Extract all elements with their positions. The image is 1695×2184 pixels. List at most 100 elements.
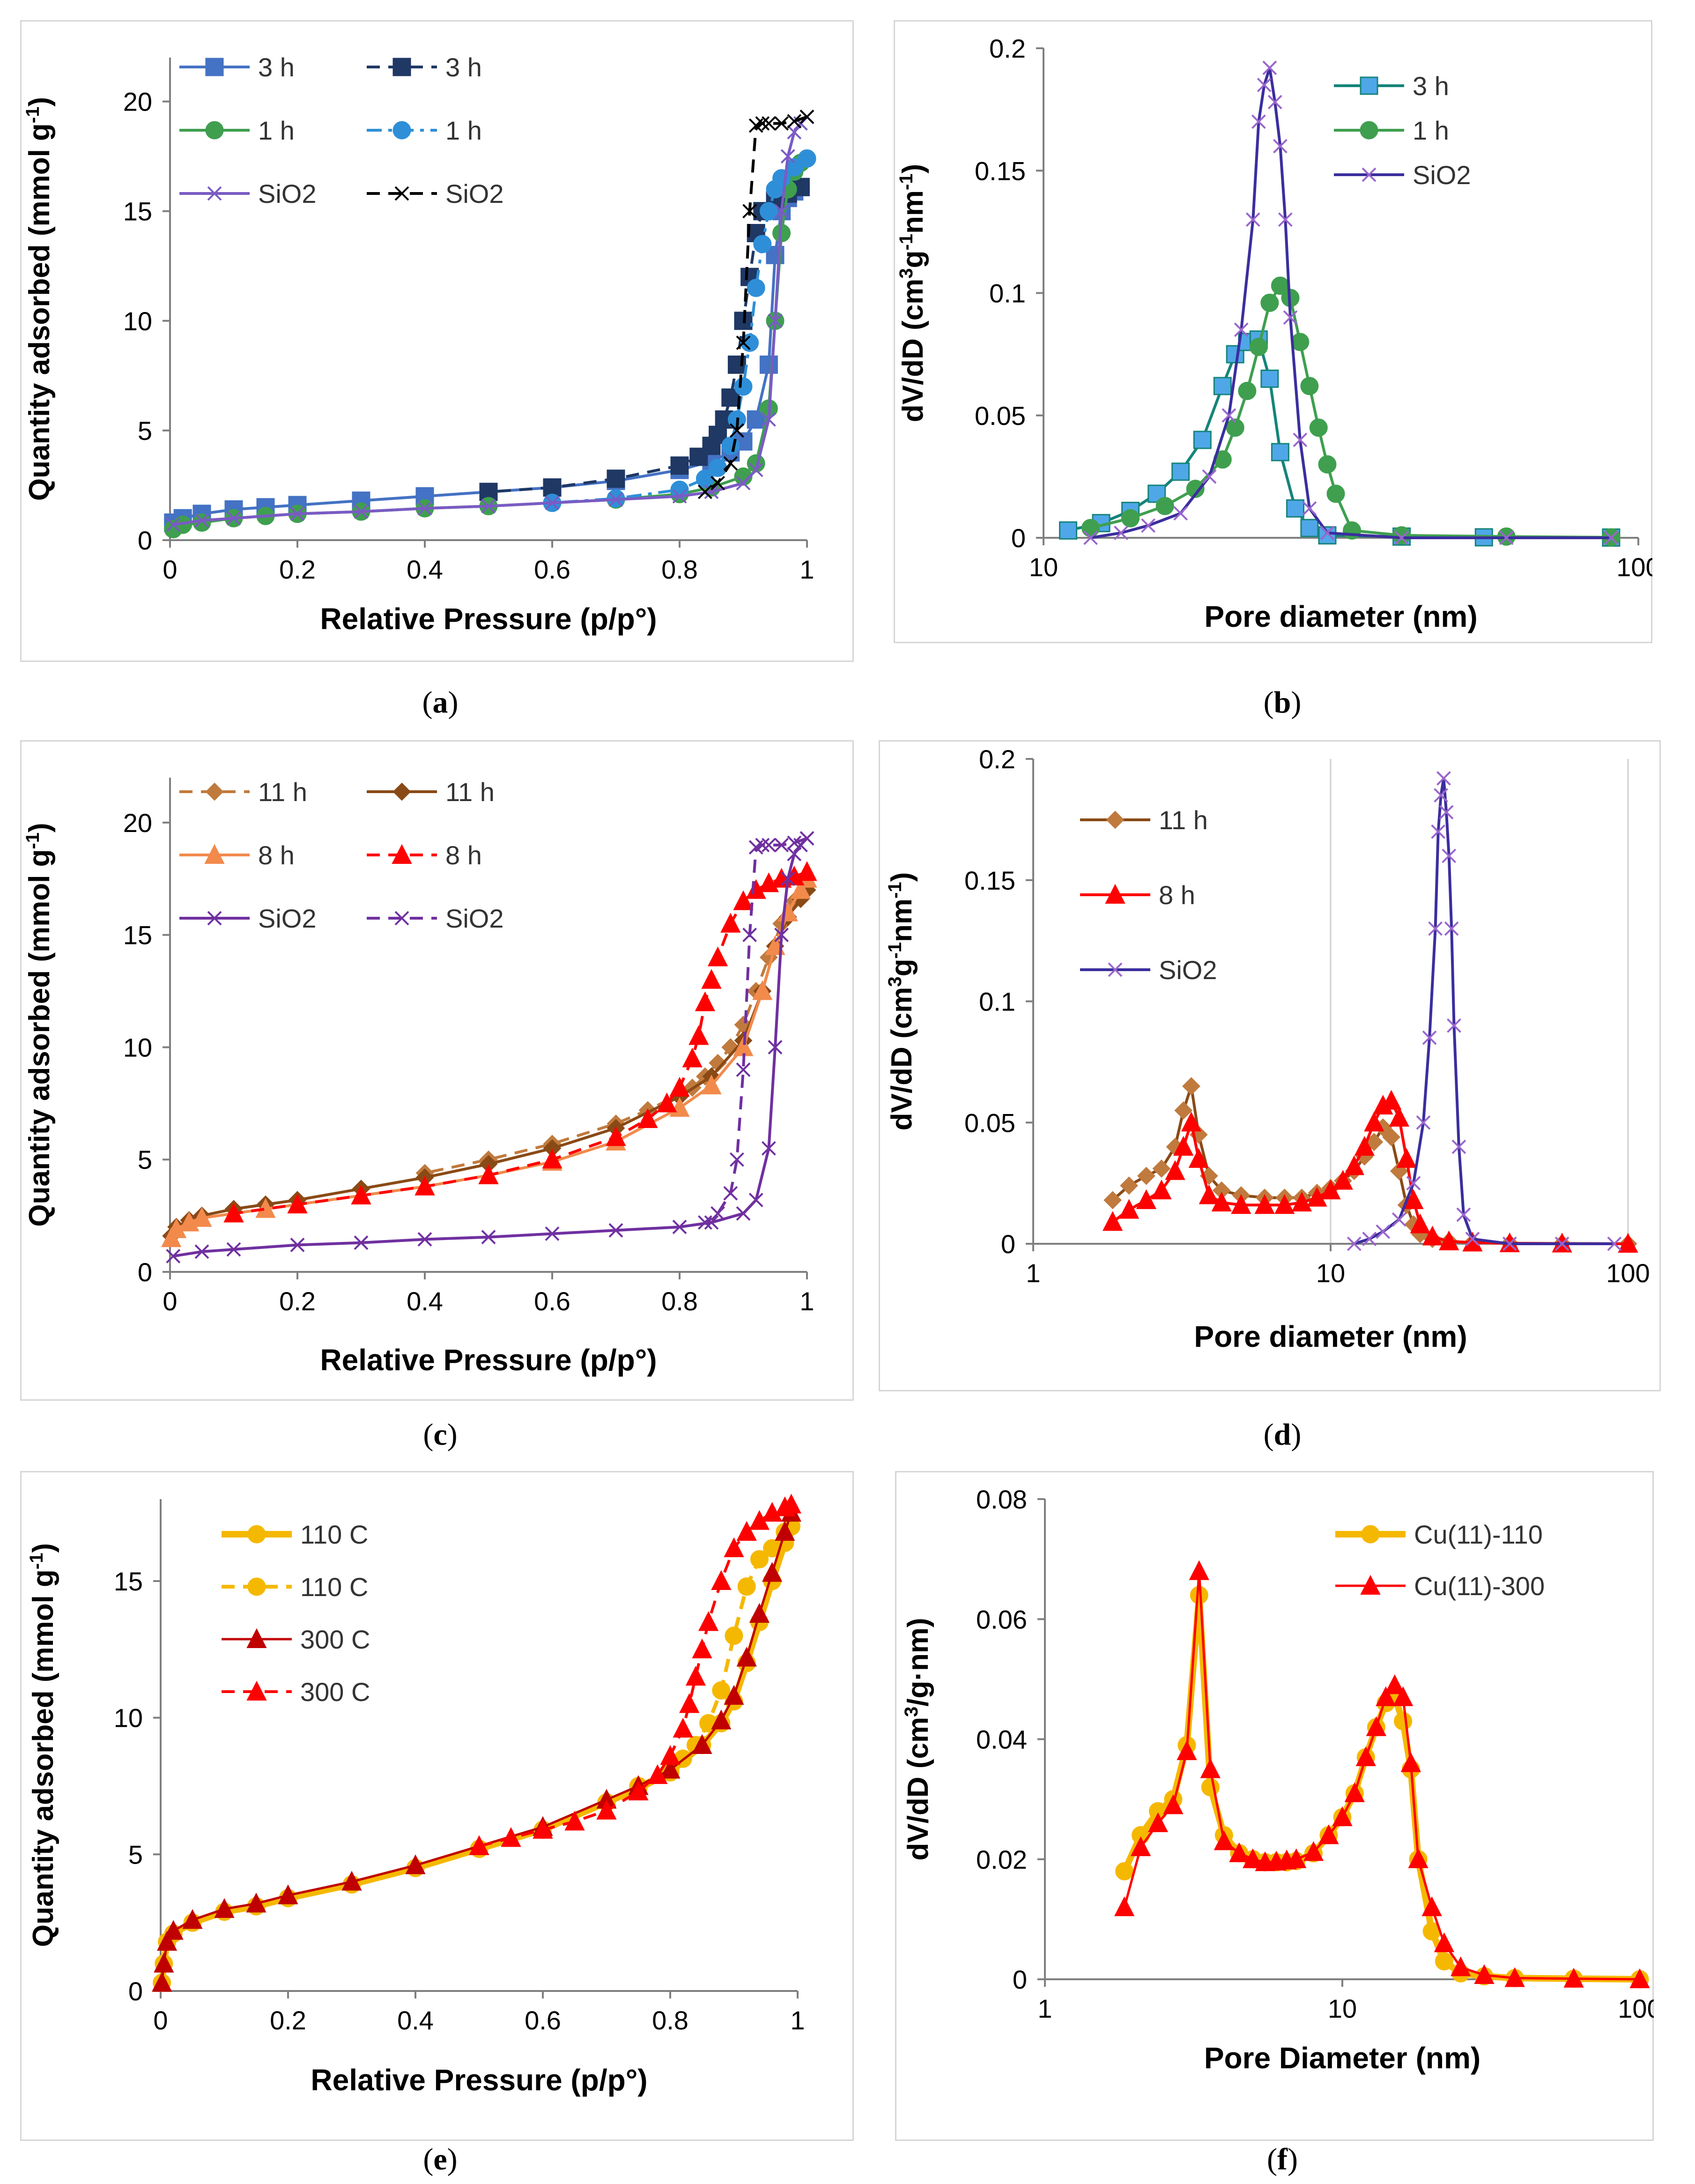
data-point: [1318, 455, 1337, 474]
data-point: [780, 871, 795, 886]
data-point: [758, 872, 779, 892]
data-point: [1165, 1160, 1185, 1180]
data-point: [734, 377, 753, 396]
x-tick-label: 0.6: [534, 1286, 570, 1316]
data-point: [1465, 1232, 1480, 1247]
caption-d-letter: d: [1273, 1418, 1291, 1452]
y-tick-label: 0.08: [976, 1485, 1027, 1514]
data-point: [1214, 1830, 1234, 1850]
legend-item: 1 h: [1334, 116, 1449, 145]
y-tick-label: 0: [1011, 523, 1026, 553]
data-point: [1607, 1236, 1622, 1251]
data-point: [478, 1164, 499, 1184]
data-point: [545, 495, 560, 510]
data-point: [1260, 369, 1279, 388]
data-point: [761, 838, 776, 853]
data-point: [742, 204, 757, 219]
data-point: [1293, 432, 1308, 447]
data-point: [1318, 1824, 1339, 1844]
legend-marker: [392, 782, 411, 801]
data-point: [1103, 1191, 1122, 1210]
data-point: [775, 1521, 795, 1541]
caption-c-letter: c: [433, 1418, 447, 1452]
data-point: [799, 109, 814, 124]
data-point: [1257, 77, 1272, 92]
y-tick-label: 0.1: [979, 987, 1015, 1017]
data-point: [799, 831, 814, 846]
data-point: [774, 204, 789, 219]
data-point: [787, 847, 802, 862]
data-point: [1283, 310, 1298, 325]
caption-b-letter: b: [1273, 685, 1291, 720]
data-point: [1141, 518, 1156, 533]
data-point: [768, 1040, 783, 1055]
y-tick-label: 10: [114, 1703, 143, 1733]
data-point: [724, 1537, 744, 1557]
data-point: [192, 1207, 212, 1227]
legend-marker: [1360, 1575, 1381, 1595]
data-point: [1229, 1842, 1250, 1862]
data-point: [1136, 1189, 1157, 1209]
data-point: [163, 1920, 184, 1940]
data-point: [290, 506, 305, 521]
data-point: [417, 1232, 432, 1247]
data-point: [1254, 1194, 1275, 1214]
data-point: [736, 1062, 751, 1077]
data-point: [1213, 377, 1232, 395]
panel-frame-b: [894, 20, 1652, 643]
legend-label: SiO2: [1413, 160, 1471, 190]
y-tick-label: 15: [123, 197, 152, 226]
legend-marker: [1360, 121, 1378, 140]
legend-label: 110 C: [300, 1572, 368, 1602]
data-point: [736, 475, 751, 490]
data-point: [1151, 1179, 1172, 1200]
data-point: [1456, 1207, 1471, 1222]
legend-item: SiO2: [367, 179, 504, 208]
legend-label: 3 h: [1413, 71, 1449, 101]
data-point: [194, 513, 209, 528]
data-point: [1300, 519, 1319, 537]
data-point: [1173, 506, 1188, 521]
data-point: [697, 484, 712, 499]
data-point: [736, 1521, 757, 1541]
legend-label: 8 h: [1159, 880, 1195, 910]
legend-label: 300 C: [300, 1677, 370, 1707]
data-point: [214, 1898, 235, 1918]
data-point: [1137, 1166, 1155, 1185]
data-point: [542, 1149, 563, 1169]
data-point: [1381, 1090, 1402, 1110]
data-point: [775, 1496, 795, 1516]
legend-label: 3 h: [445, 52, 482, 82]
data-point: [1436, 771, 1451, 786]
legend: 11 h 8 h SiO2: [1080, 805, 1217, 985]
series-2: [1083, 60, 1619, 545]
y-tick-label: 10: [123, 306, 152, 336]
data-point: [1410, 1213, 1430, 1233]
data-point: [543, 478, 562, 497]
series-2: [1347, 771, 1622, 1251]
legend-marker: [1108, 962, 1123, 977]
legend-item: Cu(11)-110: [1335, 1520, 1543, 1549]
data-point: [278, 1884, 298, 1904]
data-point: [608, 492, 623, 507]
data-point: [748, 462, 763, 477]
data-point: [1286, 499, 1305, 518]
data-point: [1249, 337, 1268, 356]
data-point: [1422, 1030, 1437, 1045]
legend: 110 C 110 C 300 C 300 C: [222, 1520, 370, 1707]
data-point: [1115, 1862, 1134, 1880]
y-axis-title: Quantity adsorbed (mmol g-1): [22, 97, 56, 501]
legend-label: 1 h: [445, 116, 482, 145]
x-tick-label: 0.8: [661, 1286, 698, 1316]
data-point: [723, 1186, 738, 1201]
y-tick-label: 0.2: [989, 34, 1026, 63]
data-point: [1364, 1112, 1384, 1132]
data-point: [1238, 382, 1257, 400]
legend-label: 8 h: [445, 840, 482, 870]
data-point: [481, 1230, 496, 1245]
data-point: [1221, 408, 1236, 423]
data-point: [1174, 1101, 1193, 1120]
data-point: [704, 484, 719, 499]
data-point: [1171, 462, 1190, 481]
data-point: [405, 1854, 426, 1874]
